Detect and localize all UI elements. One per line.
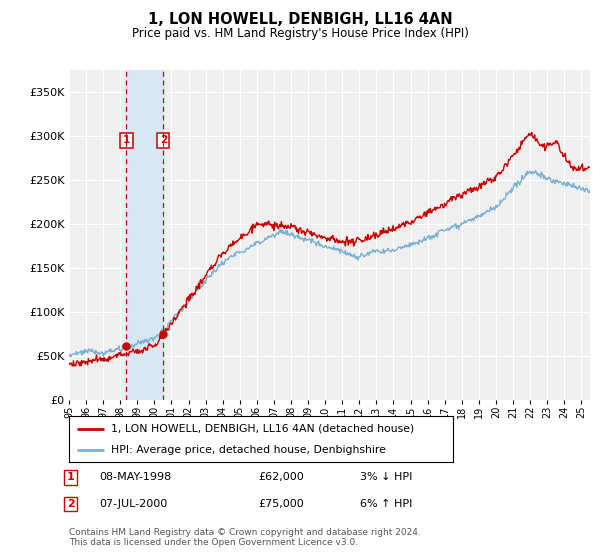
Text: 3% ↓ HPI: 3% ↓ HPI: [360, 472, 412, 482]
Text: £75,000: £75,000: [258, 499, 304, 509]
Text: 2: 2: [67, 499, 74, 509]
Text: 1, LON HOWELL, DENBIGH, LL16 4AN: 1, LON HOWELL, DENBIGH, LL16 4AN: [148, 12, 452, 27]
Bar: [127, 70, 163, 400]
Text: 1: 1: [123, 136, 130, 146]
Text: 6% ↑ HPI: 6% ↑ HPI: [360, 499, 412, 509]
Text: 1: 1: [67, 472, 74, 482]
Text: Contains HM Land Registry data © Crown copyright and database right 2024.
This d: Contains HM Land Registry data © Crown c…: [69, 528, 421, 547]
Text: 2: 2: [160, 136, 167, 146]
Text: HPI: Average price, detached house, Denbighshire: HPI: Average price, detached house, Denb…: [111, 445, 386, 455]
Text: Price paid vs. HM Land Registry's House Price Index (HPI): Price paid vs. HM Land Registry's House …: [131, 27, 469, 40]
Text: 07-JUL-2000: 07-JUL-2000: [99, 499, 167, 509]
Text: 1, LON HOWELL, DENBIGH, LL16 4AN (detached house): 1, LON HOWELL, DENBIGH, LL16 4AN (detach…: [111, 424, 415, 434]
Text: £62,000: £62,000: [258, 472, 304, 482]
Text: 08-MAY-1998: 08-MAY-1998: [99, 472, 171, 482]
